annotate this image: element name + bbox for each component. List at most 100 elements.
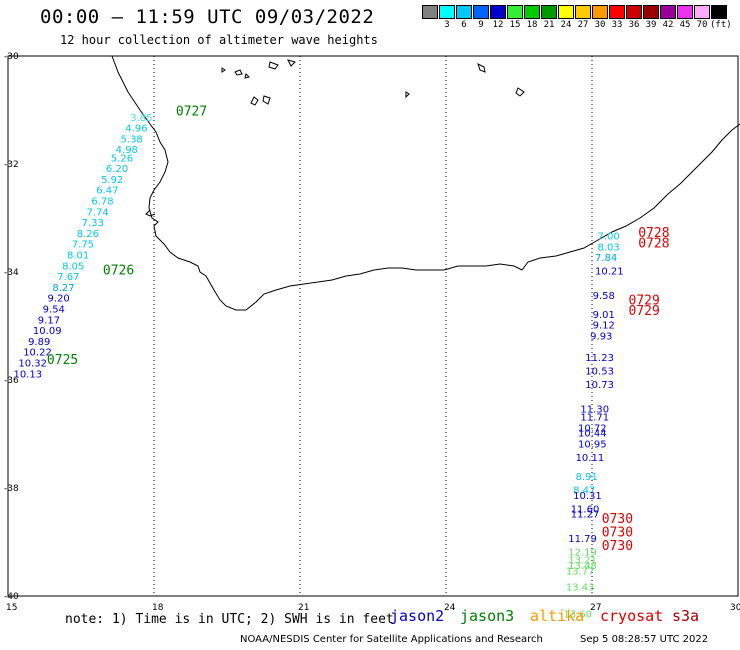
wave-height-value: 11.23 [585, 353, 614, 364]
island-4 [250, 96, 259, 106]
altimeter-tracks: 3.854.965.384.985.266.205.926.476.787.74… [13, 104, 669, 620]
wave-height-value: 7.74 [86, 207, 108, 218]
island-10 [515, 87, 525, 97]
longitude-labels: 15 18 21 24 27 30 [6, 603, 740, 613]
wave-height-value: 11.27 [571, 510, 600, 521]
page-title: 00:00 — 11:59 UTC 09/03/2022 [40, 6, 375, 28]
pass-time-label: 0730 [602, 526, 633, 541]
wave-height-value: 3.85 [130, 113, 152, 124]
legend-label: 15 [509, 20, 521, 30]
island-7 [287, 59, 296, 67]
lon-label: 30 [730, 603, 740, 613]
wave-height-value: 13.77 [566, 566, 595, 577]
legend-label: 21 [543, 20, 555, 30]
lat-label: -32 [4, 160, 19, 170]
coastline [111, 55, 740, 311]
legend-swatch [660, 5, 676, 19]
wave-height-value: 10.11 [576, 453, 605, 464]
wave-height-value: 9.20 [48, 294, 70, 305]
track-0725-0727: 3.854.965.384.985.266.205.926.476.787.74… [13, 104, 207, 380]
island-5 [262, 95, 271, 105]
legend-label: 70 [696, 20, 708, 30]
lon-label: 18 [152, 603, 164, 613]
latitude-labels: -30 -32 -34 -36 -38 -40 [4, 52, 19, 602]
wave-height-value: 13.21 [568, 556, 597, 567]
pass-time-label: 0730 [602, 512, 633, 527]
legend-label: 33 [611, 20, 623, 30]
footer-note: note: 1) Time is in UTC; 2) SWH is in fe… [65, 612, 394, 627]
legend-swatch [456, 5, 472, 19]
wave-height-value: 9.54 [43, 305, 65, 316]
pass-time-label: 0729 [629, 304, 660, 319]
page-subtitle: 12 hour collection of altimeter wave hei… [60, 33, 378, 47]
wave-height-value: 9.58 [593, 291, 615, 302]
pass-time-label: 0730 [602, 539, 633, 554]
wave-height-value: 8.03 [597, 242, 619, 253]
legend-swatch [490, 5, 506, 19]
satellite-altika: altika [530, 607, 585, 625]
legend-label: 3 [444, 20, 450, 30]
legend-label: 42 [662, 20, 674, 30]
legend-label: 27 [577, 20, 589, 30]
wave-height-value: 13.60 [563, 610, 592, 621]
wave-height-value: 7.67 [57, 272, 79, 283]
legend-swatch [524, 5, 540, 19]
wave-height-value: 4.96 [125, 124, 147, 135]
legend-label: 36 [628, 20, 640, 30]
wave-height-value: 10.73 [585, 380, 614, 391]
lon-label: 27 [590, 603, 601, 613]
legend-swatch [711, 5, 727, 19]
satellite-cryosat: cryosat [600, 607, 664, 625]
wave-height-value: 9.17 [38, 315, 60, 326]
wave-height-value: 11.71 [580, 413, 609, 424]
island-6 [268, 61, 279, 70]
legend-label: 18 [526, 20, 538, 30]
wave-height-value: 10.53 [585, 367, 614, 378]
lon-label: 21 [298, 603, 309, 613]
map-frame [7, 55, 739, 597]
wave-height-value: 6.20 [106, 164, 128, 175]
wave-height-value: 9.93 [590, 332, 612, 343]
pass-time-label: 0728 [638, 226, 669, 241]
legend-swatch [558, 5, 574, 19]
legend-swatch [439, 5, 455, 19]
wave-height-value: 8.47 [573, 485, 595, 496]
island-8 [477, 63, 486, 73]
wave-height-value: 5.38 [121, 134, 143, 145]
wave-height-value: 10.22 [23, 348, 52, 359]
lon-label: 15 [6, 603, 17, 613]
pass-time-label: 0727 [176, 104, 207, 119]
wave-height-value: 8.27 [52, 283, 74, 294]
island-1 [221, 67, 226, 73]
legend-label: 6 [461, 20, 467, 30]
generated-timestamp: Sep 5 08:28:57 UTC 2022 [580, 634, 709, 645]
wave-height-value: 9.89 [28, 337, 50, 348]
credit-text: NOAA/NESDIS Center for Satellite Applica… [240, 634, 543, 645]
legend-label: 9 [478, 20, 484, 30]
wave-height-value: 5.26 [111, 153, 133, 164]
lat-label: -36 [4, 376, 19, 386]
satellite-jason2: jason2 [390, 607, 445, 625]
legend-swatch [473, 5, 489, 19]
wave-height-value: 13.43 [566, 583, 595, 594]
wave-height-value: 5.92 [101, 175, 123, 186]
map-grid [7, 55, 739, 597]
wave-height-value: 10.21 [595, 267, 624, 278]
wave-height-value: 8.26 [77, 229, 99, 240]
satellite-s3a: s3a [672, 607, 700, 625]
wave-height-value: 13.48 [568, 561, 597, 572]
legend-label: 39 [645, 20, 657, 30]
wave-height-value: 12.19 [568, 548, 597, 559]
satellite-jason3: jason3 [460, 607, 515, 625]
legend-swatch [422, 5, 438, 19]
wave-height-value: 11.60 [571, 504, 600, 515]
pass-time-label: 0728 [638, 237, 669, 252]
lat-label: -38 [4, 484, 19, 494]
lat-label: -34 [4, 268, 19, 278]
legend-label: 45 [679, 20, 691, 30]
coastline-cape-detail [145, 209, 156, 217]
wave-height-value: 10.13 [13, 369, 42, 380]
wave-height-value: 7.84 [595, 253, 617, 264]
wave-height-value: 10.95 [578, 440, 607, 451]
wave-height-value: 8.91 [576, 472, 598, 483]
